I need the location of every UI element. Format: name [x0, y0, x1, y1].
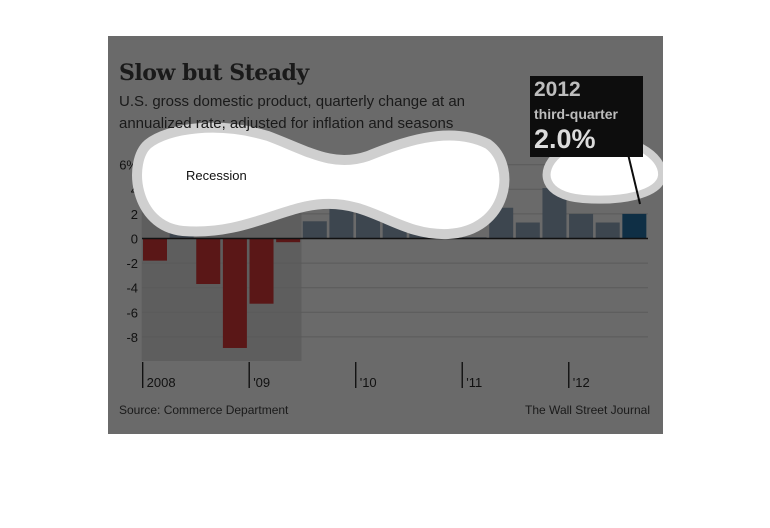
y-tick-label: -2	[126, 256, 138, 271]
recession-label: Recession	[186, 168, 247, 183]
bar	[196, 238, 221, 285]
year-label: '12	[573, 375, 590, 390]
callout-box: 2012 third-quarter 2.0%	[530, 76, 643, 157]
bar	[515, 222, 540, 239]
chart-subtitle-line-2: annualized rate; adjusted for inflation …	[119, 115, 454, 132]
publisher-credit: The Wall Street Journal	[525, 403, 650, 417]
chart-title: Slow but Steady	[119, 60, 309, 86]
bar	[595, 222, 620, 239]
year-label: 2008	[147, 375, 176, 390]
white-blob-left	[132, 122, 510, 240]
callout-year: 2012	[534, 78, 581, 101]
y-tick-label: 2	[131, 207, 138, 222]
year-label: '09	[253, 375, 270, 390]
callout-label: third-quarter	[534, 106, 618, 122]
bar	[622, 213, 647, 239]
y-tick-label: -8	[126, 330, 138, 345]
chart-subtitle-line-1: U.S. gross domestic product, quarterly c…	[119, 93, 466, 110]
bar	[569, 213, 594, 239]
y-tick-label: -4	[126, 281, 138, 296]
bar	[249, 238, 274, 304]
bar	[302, 221, 327, 239]
bar	[276, 238, 301, 243]
callout-value: 2.0%	[534, 124, 596, 154]
year-label: '11	[466, 375, 482, 390]
bar	[143, 238, 167, 261]
y-tick-label: 0	[131, 232, 138, 247]
source-note: Source: Commerce Department	[119, 403, 289, 417]
bar	[222, 238, 247, 348]
year-label: '10	[360, 375, 377, 390]
callout-pointer	[627, 153, 641, 205]
y-tick-label: -6	[126, 305, 138, 320]
